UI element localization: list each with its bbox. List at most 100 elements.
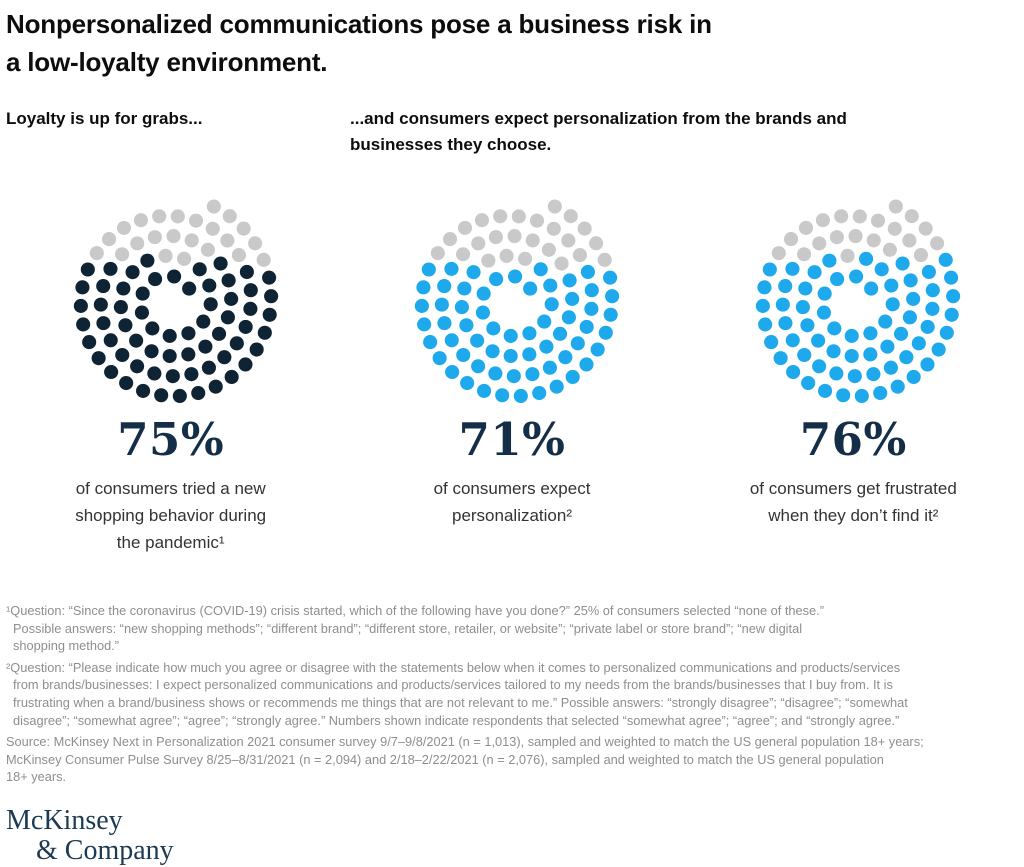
chart-dot — [546, 221, 561, 236]
chart-dot — [115, 281, 131, 296]
chart-dot — [926, 283, 941, 298]
chart-dot — [518, 251, 533, 266]
chart-dot — [830, 230, 845, 245]
chart-dot — [889, 199, 904, 214]
chart-dot — [423, 335, 438, 350]
chart-dot — [454, 300, 469, 315]
chart-dot — [96, 316, 111, 331]
chart-dot — [940, 325, 955, 340]
chart-dot — [444, 261, 459, 276]
chart-dot — [495, 388, 510, 403]
chart-dot — [213, 256, 228, 271]
chart-dot — [584, 283, 599, 298]
chart-dot — [544, 297, 559, 312]
stat-value: 71% — [458, 413, 566, 466]
chart-dot — [457, 281, 472, 296]
chart-dot — [457, 220, 473, 235]
chart-dot — [75, 317, 90, 332]
chart-dot — [817, 286, 833, 301]
chart-dot — [158, 248, 173, 263]
footnote-line: ¹Question: “Since the coronavirus (COVID… — [6, 603, 824, 618]
chart-dot — [219, 233, 235, 248]
chart-dot — [200, 242, 215, 257]
chart-dot — [914, 248, 929, 263]
chart-dot — [764, 335, 779, 350]
chart-dot — [902, 233, 917, 248]
chart-dot — [475, 305, 490, 320]
chart-dot — [758, 317, 773, 332]
chart-dot — [165, 369, 180, 384]
chart-dot — [238, 319, 253, 334]
chart-dot — [456, 347, 471, 363]
chart-dot — [763, 262, 778, 277]
chart-dot — [773, 351, 789, 366]
chart-dot — [848, 369, 863, 384]
chart-dot — [432, 351, 447, 366]
chart-dot — [866, 233, 882, 248]
chart-dot — [817, 305, 832, 320]
chart-dot — [477, 383, 492, 398]
chart-dot — [864, 281, 879, 296]
chart-dot — [565, 369, 580, 385]
chart-dot — [184, 233, 199, 248]
chart-dot — [476, 286, 491, 301]
chart-dot — [543, 278, 558, 293]
chart-dot — [812, 359, 827, 374]
chart-dot — [558, 350, 573, 365]
chart-dot — [811, 333, 826, 348]
chart-dot — [116, 220, 131, 235]
logo-line-1: McKinsey — [6, 805, 123, 836]
chart-dot — [135, 383, 150, 398]
chart-dot — [906, 369, 922, 385]
chart-dot — [590, 342, 605, 357]
chart-dot — [176, 251, 191, 266]
chart-dot — [485, 344, 500, 359]
chart-dot — [797, 347, 812, 363]
chart-dot — [166, 229, 181, 244]
chart-dot — [471, 236, 486, 251]
chart-dot — [603, 270, 618, 285]
chart-dot — [489, 272, 504, 287]
chart-dot — [151, 209, 166, 224]
chart-dot — [503, 328, 518, 343]
chart-dot — [798, 281, 813, 296]
footnote-line: Possible answers: “new shopping methods”… — [13, 620, 803, 636]
chart-dot — [114, 247, 129, 262]
chart-dot — [920, 357, 935, 372]
chart-dot — [459, 318, 474, 333]
chart-dot — [799, 220, 814, 235]
chart-dot — [153, 388, 168, 403]
chart-dot — [946, 289, 961, 304]
chart-dot — [499, 248, 514, 263]
dot-donut-chart-71 — [414, 199, 620, 404]
chart-dot — [133, 213, 148, 228]
chart-dot — [931, 342, 947, 357]
chart-dot — [162, 328, 177, 343]
chart-dot — [533, 262, 548, 277]
chart-dot — [903, 273, 918, 288]
chart-dot — [920, 319, 936, 334]
footnote-2: ²Question: “Please indicate how much you… — [6, 659, 1021, 729]
chart-dot — [874, 262, 890, 277]
chart-dot — [75, 280, 90, 295]
chart-dot — [849, 269, 864, 284]
chart-dot — [456, 247, 471, 262]
chart-dot — [859, 251, 874, 266]
chart-dot — [757, 280, 772, 295]
chart-dot — [162, 348, 177, 364]
chart-dot — [801, 375, 816, 391]
chart-dot — [203, 297, 218, 312]
chart-dot — [197, 339, 213, 354]
chart-dot — [139, 253, 155, 268]
chart-dot — [826, 344, 841, 359]
chart-dot — [816, 213, 831, 228]
heading-personalization: ...and consumers expect personalization … — [350, 109, 847, 154]
chart-dot — [818, 383, 833, 398]
chart-dot — [539, 339, 554, 354]
chart-dot — [552, 326, 568, 341]
heading-loyalty: Loyalty is up for grabs... — [6, 109, 203, 128]
chart-dot — [784, 232, 799, 247]
chart-dot — [890, 379, 906, 394]
charts-row: 75% of consumers tried a new shopping be… — [0, 188, 1024, 556]
chart-dot — [580, 264, 595, 280]
